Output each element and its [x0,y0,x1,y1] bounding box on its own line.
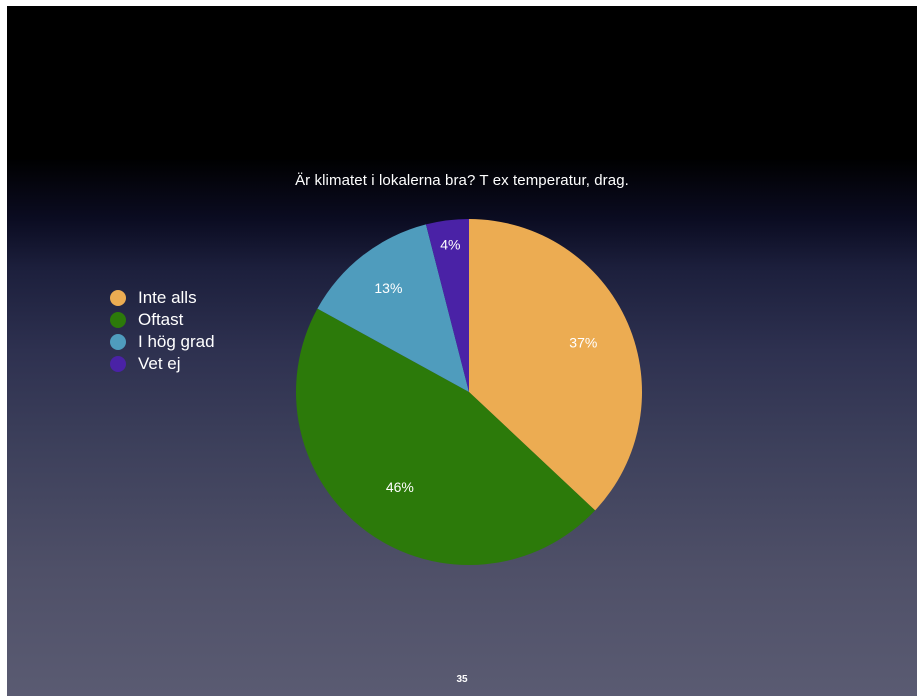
legend-item-inte-alls: Inte alls [110,287,215,309]
pie-slice-vet-ej [425,219,469,392]
legend-swatch-inte-alls [110,290,126,306]
pie-slice-i-h-g-grad [317,224,469,392]
pie-chart: 37% 46% 13% 4% [296,219,642,565]
legend-item-vet-ej: Vet ej [110,353,215,375]
legend-swatch-i-hog-grad [110,334,126,350]
legend-label-inte-alls: Inte alls [138,288,197,307]
page-number: 35 [456,674,468,685]
pie-slice-inte-alls [469,219,642,511]
legend-label-i-hog-grad: I hög grad [138,332,215,351]
legend-label-oftast: Oftast [138,310,184,329]
legend-item-oftast: Oftast [110,309,215,331]
legend-label-vet-ej: Vet ej [138,354,181,373]
pie-data-label-vet-ej: 4% [440,236,460,252]
legend-swatch-vet-ej [110,356,126,372]
chart-legend: Inte alls Oftast I hög grad Vet ej [110,287,215,375]
pie-slice-oftast [296,308,596,565]
pie-data-label-inte-alls: 37% [569,335,597,351]
pie-data-label-i-h-g-grad: 13% [374,280,402,296]
chart-title: Är klimatet i lokalerna bra? T ex temper… [295,172,629,189]
slide: Är klimatet i lokalerna bra? T ex temper… [7,6,917,696]
legend-swatch-oftast [110,312,126,328]
pie-data-label-oftast: 46% [386,479,414,495]
legend-item-i-hog-grad: I hög grad [110,331,215,353]
